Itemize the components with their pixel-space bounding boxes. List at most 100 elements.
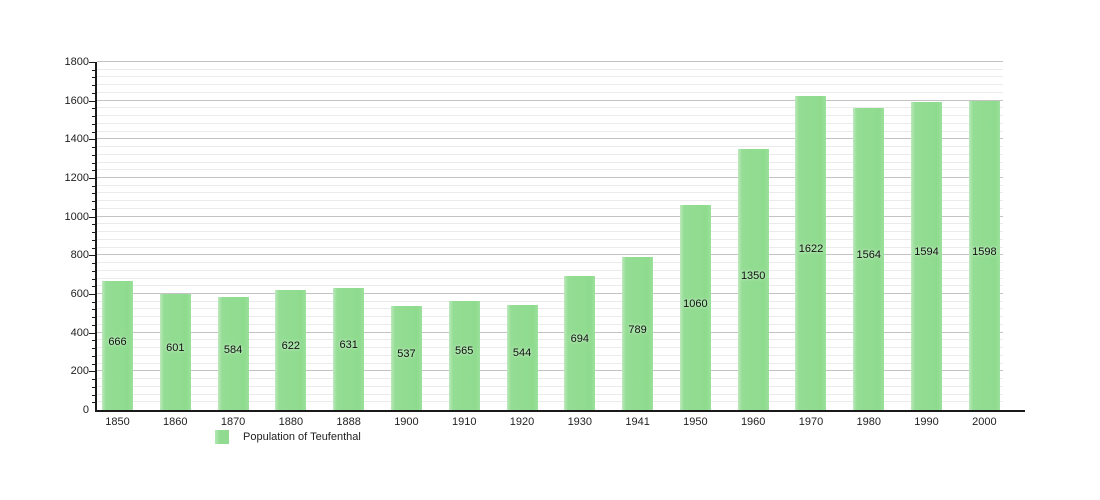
gridline-major: [97, 293, 1003, 294]
gridline-major: [97, 254, 1003, 256]
gridline-major: [97, 177, 1003, 178]
y-tick-label: 1600: [64, 94, 89, 107]
y-tick-minor: [92, 363, 95, 365]
y-tick-minor: [92, 270, 95, 272]
gridline-minor: [97, 300, 1003, 302]
y-tick-minor: [92, 379, 95, 381]
y-tick-minor: [92, 348, 95, 350]
y-tick-major: [89, 216, 95, 218]
bar-value-label: 622: [281, 339, 301, 352]
y-tick-minor: [92, 131, 95, 133]
y-tick-minor: [92, 85, 95, 87]
bar-value-label: 544: [512, 347, 532, 360]
gridline-minor: [97, 161, 1003, 163]
gridline-minor: [97, 76, 1003, 78]
gridline-minor: [97, 207, 1003, 209]
y-tick-label: 0: [82, 404, 89, 416]
gridline-minor: [97, 378, 1003, 380]
gridline-minor: [97, 192, 1003, 194]
y-axis-line: [95, 62, 97, 412]
x-tick-label-1990: 1990: [914, 416, 939, 428]
gridline-minor: [97, 146, 1003, 148]
gridline-minor: [97, 107, 1003, 109]
bar-1880: 622: [275, 289, 307, 410]
y-tick-minor: [92, 154, 95, 156]
bar-value-label: 584: [223, 343, 243, 356]
gridline-minor: [97, 130, 1003, 132]
y-tick-major: [89, 255, 95, 257]
gridline-minor: [97, 184, 1003, 186]
gridline-minor: [97, 238, 1003, 240]
x-axis-line: [95, 410, 1025, 412]
gridline-minor: [97, 316, 1003, 318]
gridline-minor: [97, 347, 1003, 349]
bar-1888: 631: [333, 288, 365, 410]
bar-1920: 544: [506, 304, 538, 410]
y-tick-label: 1200: [64, 172, 89, 184]
y-tick-minor: [92, 317, 95, 319]
gridline-minor: [97, 122, 1003, 124]
y-tick-major: [89, 139, 95, 141]
y-tick-minor: [92, 170, 95, 172]
gridline-minor: [97, 84, 1003, 86]
y-tick-minor: [92, 324, 95, 326]
bar-value-label: 694: [570, 332, 589, 345]
gridline-minor: [97, 401, 1003, 403]
gridline-minor: [97, 231, 1003, 233]
gridline-minor: [97, 153, 1003, 155]
y-tick-minor: [92, 232, 95, 234]
bar-1860: 601: [159, 293, 191, 410]
bar-value-label: 1622: [798, 243, 824, 256]
bar-value-label: 1564: [856, 248, 881, 261]
bar-1870: 584: [217, 297, 249, 410]
gridline-major: [97, 99, 1003, 101]
y-tick-minor: [92, 208, 95, 210]
y-tick-label: 1000: [64, 210, 89, 223]
gridline-minor: [97, 269, 1003, 271]
x-tick-label-1860: 1860: [163, 416, 188, 428]
gridline-minor: [97, 362, 1003, 364]
x-tick-label-1888: 1888: [336, 416, 361, 428]
y-tick-minor: [92, 309, 95, 311]
gridline-minor: [97, 262, 1003, 264]
y-tick-major: [89, 371, 95, 373]
gridline-minor: [97, 393, 1003, 395]
y-tick-label: 600: [70, 288, 89, 300]
bar-1990: 1594: [911, 101, 943, 410]
bar-1930: 694: [564, 275, 596, 410]
gridline-major: [97, 138, 1003, 140]
x-tick-label-1870: 1870: [220, 416, 246, 428]
bar-1900: 537: [390, 306, 422, 410]
y-tick-minor: [92, 386, 95, 388]
y-tick-minor: [92, 193, 95, 195]
bar-1960: 1350: [737, 149, 769, 410]
x-tick-label-1910: 1910: [451, 416, 477, 428]
bar-1970: 1622: [795, 96, 827, 410]
gridline-minor: [97, 223, 1003, 225]
y-tick-major: [89, 62, 95, 63]
y-tick-major: [89, 100, 95, 102]
plot-area: 666 601 584 622 631 537 565 544 694 789 1060 1350 16…: [97, 61, 1003, 410]
y-tick-minor: [92, 147, 95, 149]
x-tick-label-1970: 1970: [798, 416, 824, 428]
gridline-minor: [97, 246, 1003, 248]
gridline-major: [97, 331, 1003, 333]
y-tick-minor: [92, 116, 95, 118]
bar-1910: 565: [448, 300, 480, 410]
bar-value-label: 789: [628, 323, 647, 336]
x-tick-label-1941: 1941: [625, 416, 650, 428]
bar-value-label: 537: [397, 348, 416, 361]
gridline-minor: [97, 91, 1003, 93]
gridline-minor: [97, 68, 1003, 70]
y-tick-minor: [92, 123, 95, 125]
bar-value-label: 1598: [972, 245, 997, 258]
y-tick-minor: [92, 185, 95, 187]
y-tick-minor: [92, 69, 95, 71]
legend-swatch-icon: [215, 430, 229, 444]
bar-1850: 666: [102, 281, 133, 410]
y-tick-minor: [92, 394, 95, 396]
bar-value-label: 1350: [740, 269, 766, 282]
y-tick-label: 200: [70, 365, 89, 378]
gridline-minor: [97, 115, 1003, 117]
